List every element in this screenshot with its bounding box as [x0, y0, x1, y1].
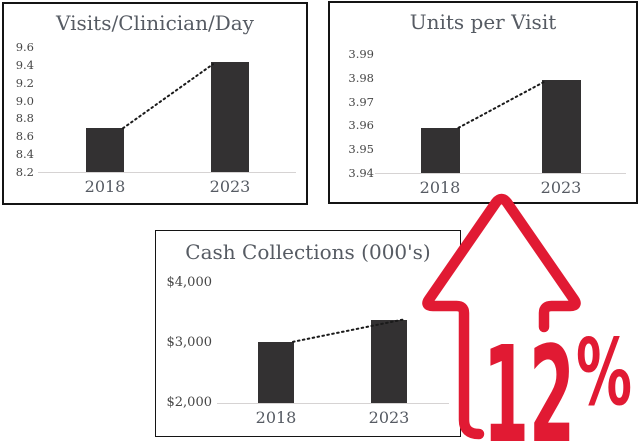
chart-title: Cash Collections (000's): [185, 240, 431, 264]
x-axis-label-2023: 2023: [540, 178, 582, 197]
growth-callout: 12 %: [410, 185, 641, 447]
percent-value: 12: [483, 319, 575, 447]
chart-visits-clinician-day: Visits/Clinician/Day 9.6 9.4 9.2 9.0 8.8 8.6 8…: [2, 2, 308, 205]
percent-sign: %: [576, 319, 632, 426]
x-axis-line: [217, 403, 449, 404]
x-axis-line: [375, 173, 626, 174]
bar-2018: [258, 341, 294, 403]
x-axis-label-2023: 2023: [209, 177, 251, 196]
bar-2023: [371, 320, 407, 403]
y-axis-label: $2,000: [166, 395, 213, 410]
x-axis-line: [38, 172, 296, 173]
y-axis-label: 9.2: [15, 75, 34, 90]
y-axis-label: 3.96: [348, 118, 374, 133]
chart-units-per-visit: Units per Visit 3.99 3.98 3.97 3.96 3.95 3.94…: [328, 1, 638, 204]
y-axis-label: 8.2: [15, 165, 34, 179]
x-axis-label-2018: 2018: [419, 178, 461, 197]
bar-2018: [420, 127, 460, 173]
chart-plot-area: $4,000 $3,000 $2,000 2018 2023: [156, 231, 460, 436]
bar-2018: [86, 128, 124, 172]
chart-plot-area: 3.99 3.98 3.97 3.96 3.95 3.94 2018 2023: [330, 3, 636, 202]
y-axis-label: 9.6: [15, 39, 34, 54]
chart-title: Visits/Clinician/Day: [56, 11, 254, 35]
y-axis-label: 9.0: [15, 93, 34, 108]
x-axis-label-2018: 2018: [255, 408, 297, 427]
y-axis-label: 3.97: [348, 94, 374, 109]
x-axis-label-2018: 2018: [84, 177, 126, 196]
x-axis-label-2023: 2023: [368, 408, 410, 427]
chart-title: Units per Visit: [409, 10, 557, 34]
chart-cash-collections: Cash Collections (000's) $4,000 $3,000 $2,…: [155, 230, 461, 437]
bar-2023: [541, 80, 581, 173]
y-axis-label: 8.4: [15, 147, 34, 162]
y-axis-label: 3.99: [348, 47, 374, 61]
chart-plot-area: 9.6 9.4 9.2 9.0 8.8 8.6 8.4 8.2 2018 2023: [4, 4, 306, 203]
y-axis-label: $4,000: [166, 275, 213, 290]
up-arrow-icon: [422, 193, 581, 440]
y-axis-label: 8.6: [15, 129, 34, 144]
y-axis-label: $3,000: [166, 335, 213, 350]
trend-line: [122, 63, 214, 130]
y-axis-label: 3.95: [348, 142, 374, 157]
trend-line: [457, 81, 545, 129]
y-axis-label: 9.4: [15, 57, 34, 72]
trend-line: [292, 318, 406, 343]
y-axis-label: 8.8: [15, 111, 34, 126]
y-axis-label: 3.98: [348, 70, 374, 85]
y-axis-label: 3.94: [348, 166, 374, 180]
bar-2023: [211, 62, 249, 172]
